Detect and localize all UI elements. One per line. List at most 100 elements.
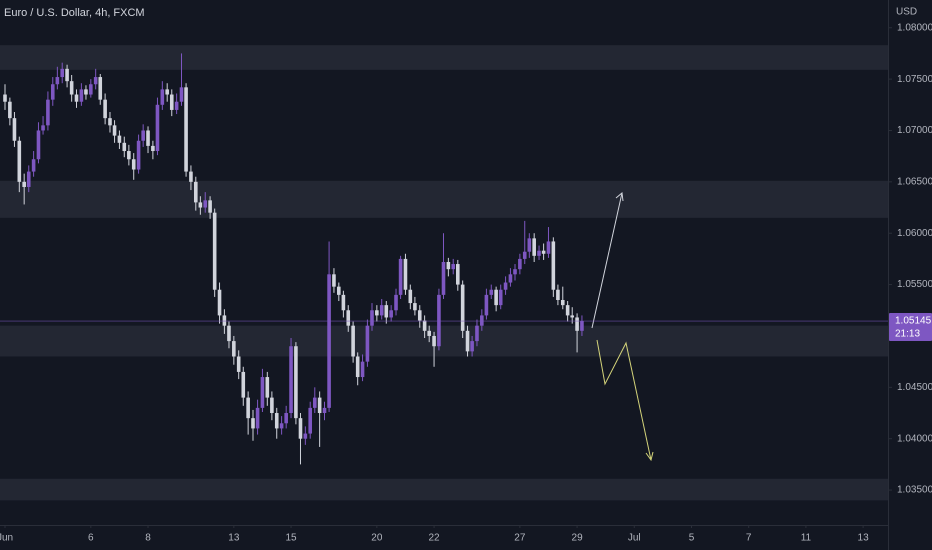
- candle-body: [379, 305, 384, 316]
- axes: 1.035001.040001.045001.050001.055001.060…: [0, 22, 932, 544]
- candle-body: [546, 241, 551, 254]
- x-tick-label: 7: [746, 533, 752, 544]
- chart-title: Euro / U.S. Dollar, 4h, FXCM: [4, 7, 145, 19]
- candle-body: [403, 258, 408, 290]
- candle-body: [103, 99, 107, 119]
- zones: [0, 45, 888, 501]
- candle-body: [503, 282, 508, 290]
- candle-body: [289, 346, 293, 414]
- down-path: [596, 339, 652, 461]
- candle-body: [470, 341, 474, 352]
- candles: [3, 53, 584, 465]
- candle-body: [179, 87, 184, 102]
- candle-body: [122, 142, 127, 152]
- candle-body: [12, 118, 17, 141]
- y-tick-label: 1.05500: [897, 279, 932, 290]
- zone: [0, 325, 888, 357]
- candle-body: [446, 261, 451, 270]
- candle-body: [3, 94, 7, 102]
- candle-body: [117, 135, 122, 143]
- candle-body: [360, 361, 365, 378]
- candle-body: [375, 310, 379, 316]
- candle-body: [284, 413, 288, 424]
- candle-body: [346, 310, 351, 326]
- candle-body: [575, 317, 579, 331]
- candle-body: [279, 423, 284, 429]
- candle-body: [308, 407, 313, 434]
- last-price-box: [889, 313, 932, 342]
- candle-body: [532, 238, 536, 256]
- candle-body: [355, 356, 360, 378]
- candle-body: [570, 315, 575, 318]
- candle-body: [527, 238, 532, 252]
- candle-body: [456, 264, 460, 285]
- x-tick-label: 22: [428, 533, 440, 544]
- candle-body: [131, 159, 136, 170]
- x-tick-label: 5: [689, 533, 695, 544]
- candle-body: [198, 202, 203, 208]
- candle-body: [184, 87, 188, 172]
- y-tick-label: 1.04500: [897, 382, 932, 393]
- candle-body: [160, 89, 165, 105]
- candle-body: [432, 335, 436, 347]
- candle-body: [146, 130, 150, 146]
- candle-body: [222, 315, 227, 326]
- candle-body: [260, 377, 265, 408]
- up-arrow: [591, 192, 623, 329]
- candle-body: [8, 101, 12, 119]
- candle-body: [484, 294, 489, 316]
- candle-body: [74, 94, 79, 102]
- candle-body: [370, 310, 374, 326]
- candle-body: [337, 286, 341, 295]
- candle-body: [303, 433, 308, 439]
- candle-body: [312, 397, 317, 408]
- zone: [0, 180, 888, 218]
- candle-body: [127, 151, 131, 160]
- candle-body: [31, 159, 36, 172]
- x-tick-label: 15: [285, 533, 297, 544]
- countdown-label: 21:13: [895, 329, 920, 340]
- candle-body: [79, 89, 84, 102]
- candle-body: [136, 140, 141, 170]
- candle-body: [480, 315, 484, 326]
- candle-body: [208, 200, 212, 213]
- y-tick-label: 1.06000: [897, 228, 932, 239]
- candle-body: [408, 289, 413, 304]
- candle-body: [389, 310, 393, 318]
- candle-body: [41, 125, 45, 131]
- candle-body: [22, 181, 26, 187]
- candle-body: [332, 274, 336, 287]
- candle-body: [351, 325, 355, 357]
- candle-body: [537, 250, 541, 256]
- candle-body: [413, 303, 417, 311]
- candle-body: [365, 325, 370, 362]
- x-tick-label: 11: [801, 533, 812, 544]
- candle-body: [50, 84, 55, 100]
- candle-body: [155, 104, 160, 152]
- candle-body: [169, 94, 174, 110]
- candle-body: [189, 171, 193, 182]
- x-tick-label: 13: [858, 533, 870, 544]
- x-tick-label: 20: [371, 533, 383, 544]
- candle-body: [327, 274, 331, 408]
- candle-body: [522, 251, 527, 259]
- down-path-head: [645, 451, 654, 462]
- candle-body: [465, 330, 470, 352]
- candle-body: [437, 294, 441, 347]
- candle-body: [427, 330, 431, 336]
- candle-body: [246, 397, 250, 419]
- candle-body: [165, 89, 169, 95]
- candle-body: [298, 418, 303, 439]
- zone: [0, 45, 888, 70]
- candle-body: [498, 289, 503, 306]
- zone: [0, 478, 888, 501]
- candle-body: [417, 310, 422, 321]
- x-tick-label: 6: [88, 533, 94, 544]
- candle-body: [60, 68, 65, 78]
- candle-body: [475, 325, 479, 342]
- currency-label: USD: [896, 7, 917, 18]
- candle-body: [294, 346, 298, 419]
- candle-body: [551, 241, 556, 290]
